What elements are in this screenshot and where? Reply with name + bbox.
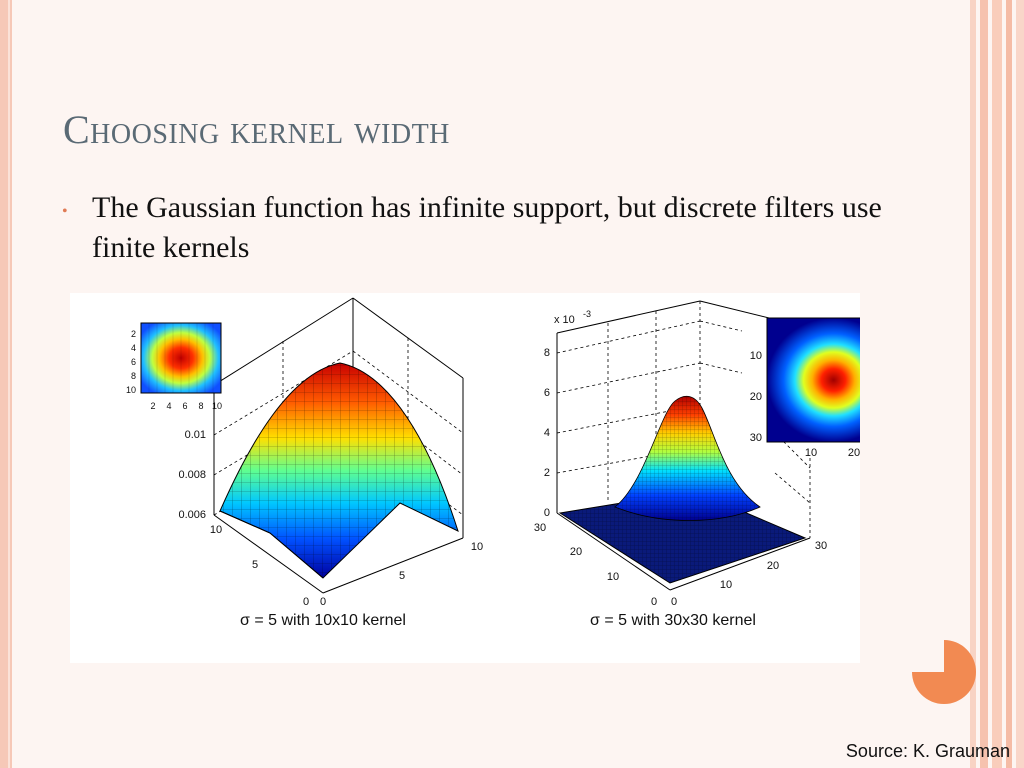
right-inset-xtick-1: 10 bbox=[805, 447, 817, 459]
left-inset-xtick-3: 6 bbox=[182, 401, 187, 411]
left-ytick-2: 5 bbox=[252, 559, 258, 571]
left-xtick-3: 10 bbox=[471, 541, 483, 553]
right-xtick-1: 0 bbox=[671, 596, 677, 608]
bullet-dot: • bbox=[62, 203, 68, 220]
left-inset-ytick-5: 10 bbox=[126, 385, 136, 395]
right-ztick-2: 6 bbox=[544, 387, 550, 399]
left-inset-heatmap: 2 4 6 8 10 2 4 6 8 10 bbox=[126, 322, 222, 411]
left-ztick-3: 0.006 bbox=[178, 509, 206, 521]
right-inset-ytick-3: 30 bbox=[750, 432, 762, 444]
left-inset-xtick-1: 2 bbox=[150, 401, 155, 411]
left-xtick-2: 5 bbox=[399, 570, 405, 582]
slide-title: Choosing kernel width bbox=[63, 107, 450, 152]
right-border-stripes bbox=[970, 0, 1024, 768]
left-xtick-1: 0 bbox=[320, 596, 326, 608]
right-xtick-4: 30 bbox=[815, 540, 827, 552]
right-xtick-2: 10 bbox=[720, 579, 732, 591]
bullet-item: • The Gaussian function has infinite sup… bbox=[62, 188, 882, 268]
left-inset-xtick-2: 4 bbox=[166, 401, 171, 411]
left-caption: σ = 5 with 10x10 kernel bbox=[240, 612, 406, 629]
left-inset-ytick-2: 4 bbox=[131, 343, 136, 353]
left-inset-ytick-1: 2 bbox=[131, 329, 136, 339]
left-ztick-1: 0.01 bbox=[185, 429, 206, 441]
right-inset-ytick-2: 20 bbox=[750, 391, 762, 403]
left-ytick-1: 10 bbox=[210, 524, 222, 536]
right-inset-heatmap: 10 20 30 10 20 30 bbox=[750, 317, 860, 459]
right-ytick-4: 0 bbox=[651, 596, 657, 608]
right-ytick-1: 30 bbox=[534, 522, 546, 534]
right-surface-plot: x 10 -3 8 6 4 2 0 30 20 10 0 0 10 20 30 bbox=[534, 300, 860, 629]
right-xtick-3: 20 bbox=[767, 560, 779, 572]
right-ztick-5: 0 bbox=[544, 507, 550, 519]
right-z-exponent: -3 bbox=[583, 309, 591, 319]
left-surface-plot: 2 4 6 8 10 2 4 6 8 10 0.01 0.008 0.006 1… bbox=[126, 297, 483, 629]
gaussian-kernel-figure: 2 4 6 8 10 2 4 6 8 10 0.01 0.008 0.006 1… bbox=[70, 293, 860, 663]
right-caption: σ = 5 with 30x30 kernel bbox=[590, 612, 756, 629]
source-credit: Source: K. Grauman bbox=[845, 741, 1010, 761]
right-inset-xtick-2: 20 bbox=[848, 447, 860, 459]
left-inset-xtick-5: 10 bbox=[212, 401, 222, 411]
left-ztick-2: 0.008 bbox=[178, 469, 206, 481]
right-ztick-1: 8 bbox=[544, 347, 550, 359]
right-inset-ytick-1: 10 bbox=[750, 350, 762, 362]
right-z-multiplier: x 10 bbox=[554, 314, 575, 326]
right-ztick-3: 4 bbox=[544, 427, 550, 439]
bullet-text: The Gaussian function has infinite suppo… bbox=[92, 191, 882, 264]
right-ytick-3: 10 bbox=[607, 571, 619, 583]
left-border bbox=[0, 0, 12, 768]
right-ztick-4: 2 bbox=[544, 467, 550, 479]
right-ytick-2: 20 bbox=[570, 546, 582, 558]
left-ytick-3: 0 bbox=[303, 596, 309, 608]
left-inset-ytick-4: 8 bbox=[131, 371, 136, 381]
left-inset-xtick-4: 8 bbox=[198, 401, 203, 411]
pie-corner-icon bbox=[912, 640, 976, 704]
left-inset-ytick-3: 6 bbox=[131, 357, 136, 367]
